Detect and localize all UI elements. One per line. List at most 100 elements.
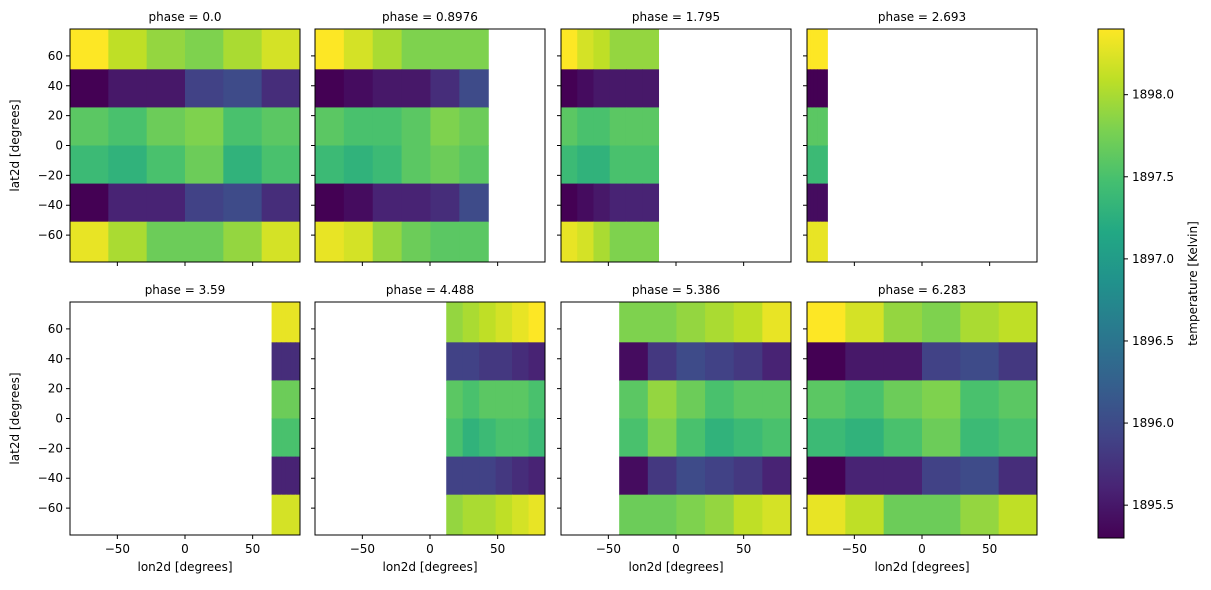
heatmap-cell: [733, 494, 763, 535]
heatmap-cell: [922, 342, 961, 382]
heatmap-cell: [223, 107, 263, 147]
panel-3: phase = 1.795: [557, 10, 792, 266]
heatmap-cell: [705, 302, 735, 343]
heatmap-cell: [261, 221, 300, 262]
heatmap-cell: [372, 221, 403, 262]
heatmap-cell: [459, 145, 489, 185]
heatmap-cell: [577, 29, 595, 70]
heatmap-cell: [807, 107, 811, 147]
heatmap-cells: [446, 302, 545, 535]
heatmap-cell: [108, 69, 148, 109]
heatmap-cell: [462, 494, 480, 535]
heatmap-cell: [261, 69, 300, 109]
heatmap-cell: [705, 418, 735, 458]
heatmap-cell: [108, 221, 148, 262]
heatmap-cell: [146, 145, 186, 185]
heatmap-cell: [146, 221, 186, 262]
heatmap-cell: [733, 456, 763, 496]
heatmap-cell: [290, 456, 296, 496]
heatmap-cell: [810, 145, 815, 185]
heatmap-cells: [561, 29, 660, 262]
heatmap-cell: [609, 221, 627, 262]
heatmap-cell: [625, 69, 643, 109]
heatmap-cell: [625, 29, 643, 70]
heatmap-cell: [479, 380, 497, 420]
heatmap-cell: [108, 107, 148, 147]
panel-title: phase = 4.488: [386, 283, 474, 297]
heatmap-cell: [185, 29, 224, 70]
heatmap-cell: [185, 145, 224, 185]
heatmap-cell: [70, 145, 109, 185]
heatmap-cell: [960, 302, 1000, 343]
heatmap-cell: [807, 29, 811, 70]
heatmap-cell: [271, 302, 277, 343]
x-axis-title: lon2d [degrees]: [382, 560, 477, 574]
heatmap-cell: [845, 456, 885, 496]
heatmap-cell: [446, 418, 464, 458]
x-tick-label: 0: [426, 542, 434, 556]
heatmap-cell: [960, 456, 1000, 496]
heatmap-cell: [820, 69, 825, 109]
heatmap-cell: [813, 107, 818, 147]
heatmap-cell: [281, 494, 287, 535]
y-tick-label: 40: [48, 79, 63, 93]
heatmap-cells: [315, 29, 489, 262]
y-tick-label: −20: [38, 441, 63, 455]
heatmap-cell: [276, 418, 282, 458]
heatmap-cell: [609, 29, 627, 70]
heatmap-cell: [820, 29, 825, 70]
heatmap-cell: [512, 380, 530, 420]
heatmap-cell: [733, 418, 763, 458]
y-tick-label: 0: [55, 412, 63, 426]
panel-title: phase = 2.693: [878, 10, 966, 24]
heatmap-cell: [810, 107, 815, 147]
colorbar-tick-label: 1896.5: [1132, 334, 1174, 348]
heatmap-cells: [807, 29, 828, 262]
x-tick-label: 50: [245, 542, 260, 556]
heatmap-cell: [998, 342, 1037, 382]
heatmap-cell: [290, 342, 296, 382]
heatmap-cell: [762, 456, 791, 496]
heatmap-cell: [593, 145, 611, 185]
heatmap-cell: [528, 380, 545, 420]
heatmap-cell: [315, 29, 345, 70]
heatmap-cell: [495, 456, 513, 496]
heatmap-cells: [807, 302, 1037, 535]
heatmap-cell: [883, 494, 923, 535]
heatmap-cell: [295, 494, 300, 535]
heatmap-cell: [807, 221, 811, 262]
heatmap-cell: [495, 342, 513, 382]
panel-title: phase = 0.0: [149, 10, 222, 24]
heatmap-cell: [960, 494, 1000, 535]
heatmap-cell: [276, 302, 282, 343]
heatmap-cell: [462, 342, 480, 382]
x-tick-label: −50: [596, 542, 621, 556]
colorbar-tick-label: 1895.5: [1132, 498, 1174, 512]
heatmap-cell: [401, 183, 432, 223]
x-tick-label: 0: [672, 542, 680, 556]
heatmap-cell: [762, 380, 791, 420]
heatmap-cell: [276, 342, 282, 382]
heatmap-cell: [705, 342, 735, 382]
heatmap-cell: [676, 456, 706, 496]
heatmap-cell: [528, 456, 545, 496]
x-tick-label: −50: [105, 542, 130, 556]
y-tick-label: 40: [48, 352, 63, 366]
y-tick-label: −60: [38, 501, 63, 515]
heatmap-cell: [577, 183, 595, 223]
heatmap-cell: [479, 302, 497, 343]
heatmap-cell: [810, 183, 815, 223]
panel-6: phase = 4.488 −50 0 50 lon2d [degrees]: [311, 283, 546, 574]
panel-title: phase = 1.795: [632, 10, 720, 24]
heatmap-cell: [577, 107, 595, 147]
panel-title: phase = 3.59: [145, 283, 226, 297]
heatmap-cell: [817, 145, 822, 185]
heatmap-cell: [593, 183, 611, 223]
heatmap-cell: [593, 69, 611, 109]
heatmap-cell: [185, 69, 224, 109]
heatmap-cell: [401, 107, 432, 147]
heatmap-cell: [561, 183, 578, 223]
heatmap-cell: [810, 69, 815, 109]
heatmap-cell: [647, 380, 678, 420]
heatmap-cell: [647, 342, 678, 382]
